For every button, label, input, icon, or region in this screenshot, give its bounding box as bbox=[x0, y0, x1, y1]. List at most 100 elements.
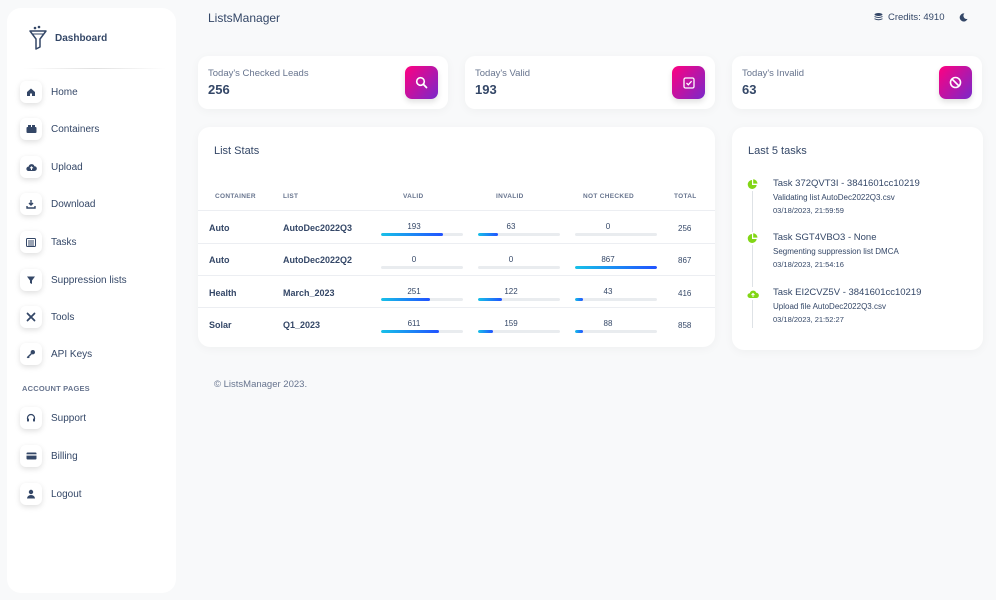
progress-fill bbox=[478, 233, 499, 236]
valid-progress-bar bbox=[381, 266, 463, 269]
sidebar-item-label: Tools bbox=[51, 311, 75, 323]
task-time: 03/18/2023, 21:54:16 bbox=[773, 260, 844, 269]
row-divider bbox=[198, 307, 715, 308]
download-icon bbox=[20, 193, 42, 215]
user-icon bbox=[20, 483, 42, 505]
progress-fill bbox=[478, 330, 494, 333]
stat-value: 193 bbox=[475, 82, 497, 97]
sidebar-item-logout[interactable]: Logout bbox=[20, 481, 82, 507]
progress-fill bbox=[381, 298, 431, 301]
invalid-progress-bar bbox=[478, 330, 560, 333]
stat-card-checked: Today's Checked Leads 256 bbox=[198, 56, 448, 109]
task-title: Task EI2CVZ5V - 3841601cc10219 bbox=[773, 287, 922, 298]
cloud-upload-icon bbox=[20, 156, 42, 178]
cell-container: Auto bbox=[209, 223, 230, 233]
tasks-icon bbox=[20, 231, 42, 253]
sidebar-item-upload[interactable]: Upload bbox=[20, 154, 83, 180]
sidebar-item-api-keys[interactable]: API Keys bbox=[20, 341, 92, 367]
th-invalid: INVALID bbox=[496, 193, 524, 200]
cell-invalid: 63 bbox=[506, 222, 516, 231]
th-list: LIST bbox=[283, 193, 299, 200]
credit-card-icon bbox=[20, 445, 42, 467]
brand[interactable]: Dashboard bbox=[27, 20, 107, 56]
task-time: 03/18/2023, 21:59:59 bbox=[773, 206, 844, 215]
key-icon bbox=[20, 343, 42, 365]
progress-fill bbox=[381, 330, 440, 333]
filter-icon bbox=[20, 269, 42, 291]
not-checked-progress-bar bbox=[575, 266, 657, 269]
cell-invalid: 159 bbox=[504, 319, 518, 328]
cell-list: Q1_2023 bbox=[283, 320, 321, 330]
row-divider bbox=[198, 243, 715, 244]
timeline-line bbox=[752, 188, 753, 328]
sidebar-item-tools[interactable]: Tools bbox=[20, 304, 74, 330]
not-checked-progress-bar bbox=[575, 298, 657, 301]
home-icon bbox=[20, 81, 42, 103]
sidebar-item-containers[interactable]: Containers bbox=[20, 116, 99, 142]
not-checked-progress-bar bbox=[575, 233, 657, 236]
headset-icon bbox=[20, 407, 42, 429]
stat-value: 63 bbox=[742, 82, 757, 97]
cell-total: 858 bbox=[678, 321, 692, 330]
sidebar-item-label: Suppression lists bbox=[51, 274, 127, 286]
progress-fill bbox=[575, 330, 584, 333]
cell-not-checked: 88 bbox=[603, 319, 613, 328]
stat-label: Today's Checked Leads bbox=[208, 68, 309, 79]
credits-display[interactable]: Credits: 4910 bbox=[873, 12, 945, 23]
sidebar-item-suppression-lists[interactable]: Suppression lists bbox=[20, 267, 127, 293]
valid-progress-bar bbox=[381, 330, 463, 333]
page-title: ListsManager bbox=[208, 11, 281, 25]
th-valid: VALID bbox=[403, 193, 424, 200]
stat-value: 256 bbox=[208, 82, 230, 97]
cell-container: Health bbox=[209, 288, 237, 298]
cell-valid: 251 bbox=[407, 287, 421, 296]
task-title: Task SGT4VBO3 - None bbox=[773, 232, 877, 243]
tasks-title: Last 5 tasks bbox=[748, 145, 807, 157]
brand-text: Dashboard bbox=[55, 32, 108, 44]
progress-fill bbox=[575, 266, 657, 269]
invalid-progress-bar bbox=[478, 266, 560, 269]
stat-card-valid: Today's Valid 193 bbox=[465, 56, 715, 109]
task-description: Validating list AutoDec2022Q3.csv bbox=[773, 193, 895, 202]
sidebar-item-tasks[interactable]: Tasks bbox=[20, 229, 77, 255]
task-time: 03/18/2023, 21:52:27 bbox=[773, 315, 844, 324]
th-container: CONTAINER bbox=[215, 193, 256, 200]
cell-not-checked: 43 bbox=[603, 287, 613, 296]
sidebar-item-home[interactable]: Home bbox=[20, 79, 78, 105]
not-checked-progress-bar bbox=[575, 330, 657, 333]
sidebar-divider bbox=[23, 68, 166, 69]
sidebar-item-download[interactable]: Download bbox=[20, 191, 95, 217]
cell-total: 416 bbox=[678, 289, 692, 298]
moon-icon[interactable] bbox=[959, 13, 968, 22]
task-title: Task 372QVT3I - 3841601cc10219 bbox=[773, 178, 920, 189]
progress-fill bbox=[478, 298, 503, 301]
cell-list: AutoDec2022Q2 bbox=[283, 255, 353, 265]
sidebar-item-billing[interactable]: Billing bbox=[20, 443, 78, 469]
cell-list: March_2023 bbox=[283, 288, 335, 298]
stat-label: Today's Valid bbox=[475, 68, 530, 79]
ban-icon bbox=[939, 66, 972, 99]
credits-text: Credits: 4910 bbox=[888, 12, 945, 23]
progress-fill bbox=[575, 298, 584, 301]
tasks-card bbox=[732, 127, 983, 350]
cell-valid: 193 bbox=[407, 222, 421, 231]
footer-copyright: © ListsManager 2023. bbox=[214, 379, 308, 390]
cell-not-checked: 0 bbox=[605, 222, 611, 231]
row-divider bbox=[198, 275, 715, 276]
task-description: Upload file AutoDec2022Q3.csv bbox=[773, 302, 886, 311]
funnel-logo-icon bbox=[27, 24, 49, 52]
valid-progress-bar bbox=[381, 298, 463, 301]
row-divider bbox=[198, 210, 715, 211]
sidebar-item-label: Tasks bbox=[51, 236, 77, 248]
sidebar-item-label: Billing bbox=[51, 450, 78, 462]
sidebar-item-support[interactable]: Support bbox=[20, 405, 86, 431]
search-icon bbox=[405, 66, 438, 99]
sidebar-item-label: Download bbox=[51, 198, 96, 210]
tools-icon bbox=[20, 306, 42, 328]
task-description: Segmenting suppression list DMCA bbox=[773, 247, 899, 256]
invalid-progress-bar bbox=[478, 233, 560, 236]
containers-icon bbox=[20, 118, 42, 140]
sidebar-item-label: Upload bbox=[51, 161, 83, 173]
sidebar-item-label: Home bbox=[51, 86, 78, 98]
pie-chart-icon bbox=[746, 232, 759, 245]
